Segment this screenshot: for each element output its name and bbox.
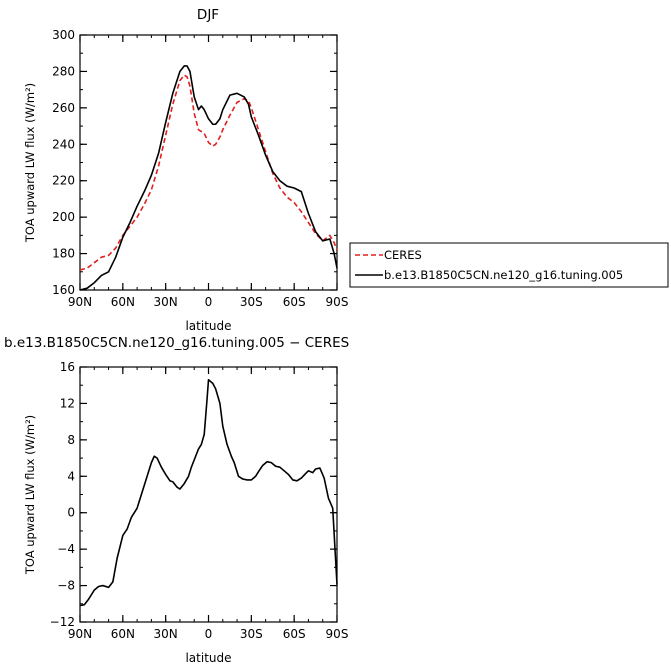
legend-box bbox=[349, 242, 669, 288]
series-line-2 bbox=[79, 65, 338, 291]
chart-panel-2: 90N 60N 30N 0 30S 60S 90S −12 −8 −4 0 4 8 12 16 b.e13.B… bbox=[4, 335, 349, 665]
plot-frame bbox=[79, 34, 338, 291]
x-tick-label: 0 bbox=[205, 627, 213, 641]
x-tick-label: 60S bbox=[283, 627, 306, 641]
y-tick-label: 220 bbox=[52, 174, 75, 188]
chart-panel-1: 90N 60N 30N 0 30S 60S 90S 160 180 200 220 240 260 280… bbox=[23, 7, 348, 333]
x-tick-label: 30N bbox=[154, 295, 178, 309]
plot-frame bbox=[79, 366, 338, 623]
y-axis-label: TOA upward LW flux (W/m²) bbox=[23, 83, 37, 243]
x-tick-label: 0 bbox=[205, 295, 213, 309]
y-tick-label: 8 bbox=[67, 433, 75, 447]
x-tick-label: 30N bbox=[154, 627, 178, 641]
y-tick-label: −4 bbox=[57, 542, 75, 556]
series-line-1 bbox=[79, 74, 338, 271]
y-tick-label: −12 bbox=[50, 615, 75, 629]
x-tick-label: 90S bbox=[326, 295, 349, 309]
y-tick-label: −8 bbox=[57, 579, 75, 593]
x-tick-label: 60S bbox=[283, 295, 306, 309]
x-tick-label: 60N bbox=[111, 627, 135, 641]
y-tick-label: 180 bbox=[52, 247, 75, 261]
x-tick-label: 30S bbox=[240, 627, 263, 641]
y-tick-label: 260 bbox=[52, 101, 75, 115]
x-tick-label: 30S bbox=[240, 295, 263, 309]
legend: CERES b.e13.B1850C5CN.ne120_g16.tuning.00… bbox=[349, 242, 669, 288]
y-tick-label: 12 bbox=[60, 396, 75, 410]
y-tick-label: 200 bbox=[52, 210, 75, 224]
legend-label-1: CERES bbox=[384, 248, 422, 262]
y-tick-label: 280 bbox=[52, 64, 75, 78]
x-tick-label: 90S bbox=[326, 627, 349, 641]
y-tick-label: 300 bbox=[52, 28, 75, 42]
x-tick-label: 90N bbox=[68, 295, 92, 309]
y-axis-label: TOA upward LW flux (W/m²) bbox=[23, 415, 37, 575]
x-tick-label: 60N bbox=[111, 295, 135, 309]
y-tick-label: 240 bbox=[52, 137, 75, 151]
chart-title: DJF bbox=[197, 7, 219, 23]
y-tick-label: 0 bbox=[67, 506, 75, 520]
chart-title: b.e13.B1850C5CN.ne120_g16.tuning.005 − C… bbox=[4, 335, 349, 351]
series-line-1 bbox=[79, 378, 338, 607]
y-tick-label: 4 bbox=[67, 469, 75, 483]
legend-label-2: b.e13.B1850C5CN.ne120_g16.tuning.005 bbox=[384, 268, 623, 282]
y-tick-label: 16 bbox=[60, 360, 75, 374]
x-axis-label: latitude bbox=[185, 319, 231, 333]
y-tick-label: 160 bbox=[52, 283, 75, 297]
x-axis-label: latitude bbox=[185, 651, 231, 665]
x-tick-label: 90N bbox=[68, 627, 92, 641]
